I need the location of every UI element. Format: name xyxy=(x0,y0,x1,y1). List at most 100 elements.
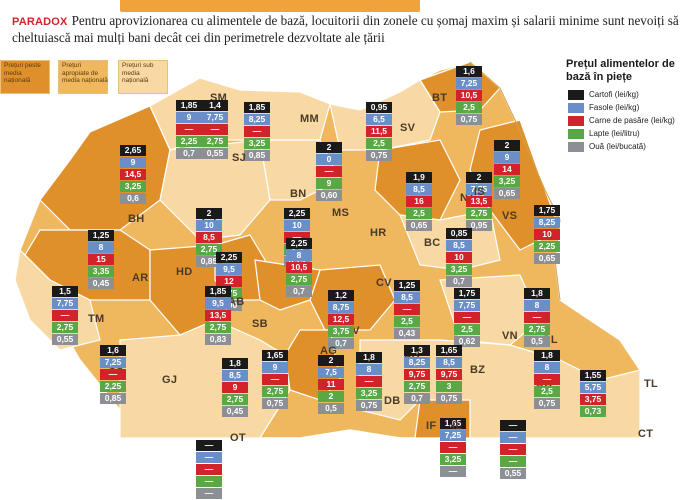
price-cluster-gl: 1,8 8—2,75 0,5 xyxy=(524,288,550,348)
price-chip: 9 xyxy=(120,157,146,168)
price-chip: 10 xyxy=(446,252,472,263)
price-chip: 9 xyxy=(316,178,342,189)
price-chip: 1,8 xyxy=(356,352,382,363)
price-chip: 9,75 xyxy=(436,369,462,380)
price-chip: — xyxy=(196,476,222,487)
county-label-gj: GJ xyxy=(162,374,178,386)
price-chip: 9 xyxy=(262,362,288,373)
price-chip: 8 xyxy=(534,362,560,373)
price-chip: — xyxy=(244,126,270,137)
price-chip: 3,25 xyxy=(120,181,146,192)
county-label-bh: BH xyxy=(128,213,145,225)
price-chip: 0,55 xyxy=(52,334,78,345)
price-chip: 1,65 xyxy=(436,345,462,356)
price-chip: — xyxy=(100,369,126,380)
price-cluster-sj: 1,4 7,75—2,75 0,55 xyxy=(202,100,228,160)
price-chip: 1,85 xyxy=(244,102,270,113)
price-chip: 2,5 xyxy=(534,386,560,397)
price-chip: 0,45 xyxy=(88,278,114,289)
legend-item: Lapte (lei/litru) xyxy=(568,127,696,140)
price-chip: 0,85 xyxy=(196,256,222,267)
price-chip: 10,5 xyxy=(286,262,312,273)
price-chip: 0,43 xyxy=(394,328,420,339)
price-chip: — xyxy=(524,312,550,323)
price-chip: 7,75 xyxy=(454,300,480,311)
price-chip: 1,8 xyxy=(534,350,560,361)
county-label-sj: SJ xyxy=(232,152,247,164)
price-chip: 2,75 xyxy=(404,381,430,392)
price-chip: 0,7 xyxy=(404,393,430,404)
price-chip: 1,65 xyxy=(440,418,466,429)
price-chip: — xyxy=(356,376,382,387)
price-chip: — xyxy=(262,374,288,385)
legend-swatch-blue xyxy=(568,102,584,113)
intro-text: Pentru aprovizionarea cu alimentele de b… xyxy=(12,13,679,45)
legend-item: Fasole (lei/kg) xyxy=(568,101,696,114)
price-chip: — xyxy=(500,420,526,431)
price-cluster-vl: 1,65 9—2,75 0,75 xyxy=(262,350,288,410)
price-chip: 13,5 xyxy=(466,196,492,207)
legend-item: Carne de pasăre (lei/kg) xyxy=(568,114,696,127)
price-chip: 2,5 xyxy=(284,244,310,255)
county-label-hd: HD xyxy=(176,266,193,278)
price-cluster-sm: 1,85 9—2,25 0,7 xyxy=(176,100,202,160)
price-chip: 16 xyxy=(406,196,432,207)
price-chip: 2,75 xyxy=(466,208,492,219)
price-chip: 3,25 xyxy=(446,264,472,275)
price-chip: — xyxy=(52,310,78,321)
price-chip: 0,62 xyxy=(454,336,480,347)
scale-swatch-above xyxy=(0,60,50,94)
legend-label: Ouă (lei/bucată) xyxy=(589,142,646,151)
price-chip: 2,5 xyxy=(456,102,482,113)
price-chip: 9 xyxy=(222,382,248,393)
price-chip: 2,75 xyxy=(524,324,550,335)
price-chip: 2,25 xyxy=(176,136,202,147)
legend-swatch-red xyxy=(568,115,584,126)
price-chip: 8,5 xyxy=(406,184,432,195)
price-chip: 2,25 xyxy=(216,252,242,263)
price-chip: 2,5 xyxy=(366,138,392,149)
price-chip: — xyxy=(500,444,526,455)
price-cluster-ot: — — — — — xyxy=(196,440,222,500)
price-chip: 2,75 xyxy=(196,244,222,255)
price-chip: 11 xyxy=(318,379,344,390)
price-chip: 0,85 xyxy=(446,228,472,239)
county-label-bc: BC xyxy=(424,237,441,249)
price-chip: 2,5 xyxy=(454,324,480,335)
price-chip: — xyxy=(284,232,310,243)
price-cluster-gj: 1,8 8,5 9 2,75 0,45 xyxy=(222,358,248,418)
price-cluster-nt: 2 7,75 13,5 2,75 0,95 xyxy=(466,172,492,232)
price-chip: 2,5 xyxy=(394,316,420,327)
price-chip: 3,25 xyxy=(494,176,520,187)
price-chip: 0,73 xyxy=(580,406,606,417)
price-chip: 8 xyxy=(286,250,312,261)
price-cluster-bt: 1,6 7,25 10,5 2,5 0,75 xyxy=(456,66,482,126)
price-chip: 8 xyxy=(88,242,114,253)
county-label-vn: VN xyxy=(502,330,518,342)
price-chip: 0,75 xyxy=(436,393,462,404)
price-chip: 0,65 xyxy=(406,220,432,231)
price-chip: 3 xyxy=(436,381,462,392)
price-chip: 11,5 xyxy=(366,126,392,137)
price-chip: 0,83 xyxy=(205,334,231,345)
price-cluster-mm: 1,85 8,25—3,25 0,85 xyxy=(244,102,270,162)
price-chip: 8,25 xyxy=(404,357,430,368)
county-label-vs: VS xyxy=(502,210,518,222)
price-chip: — xyxy=(454,312,480,323)
price-chip: 1,85 xyxy=(205,286,231,297)
price-chip: 0,95 xyxy=(366,102,392,113)
scale-label-below: Prețuri sub media națională xyxy=(122,62,154,84)
price-cluster-bv: 1,2 8,75 12,5 3,75 0,7 xyxy=(328,290,354,350)
price-chip: 0,75 xyxy=(366,150,392,161)
price-cluster-cv: 1,25 8,5—2,5 0,43 xyxy=(394,280,420,340)
scale-swatch-below xyxy=(118,60,168,94)
county-label-ct: CT xyxy=(638,428,654,440)
price-chip: 1,6 xyxy=(456,66,482,77)
price-chip: — xyxy=(202,124,228,135)
price-chip: 9 xyxy=(494,152,520,163)
price-cluster-hr: 1,9 8,5 16 2,5 0,65 xyxy=(406,172,432,232)
price-chip: 8 xyxy=(356,364,382,375)
county-label-db: DB xyxy=(384,395,401,407)
price-cluster-tl: 1,55 5,75 3,75 0,73 xyxy=(580,370,606,418)
price-chip: 1,25 xyxy=(394,280,420,291)
